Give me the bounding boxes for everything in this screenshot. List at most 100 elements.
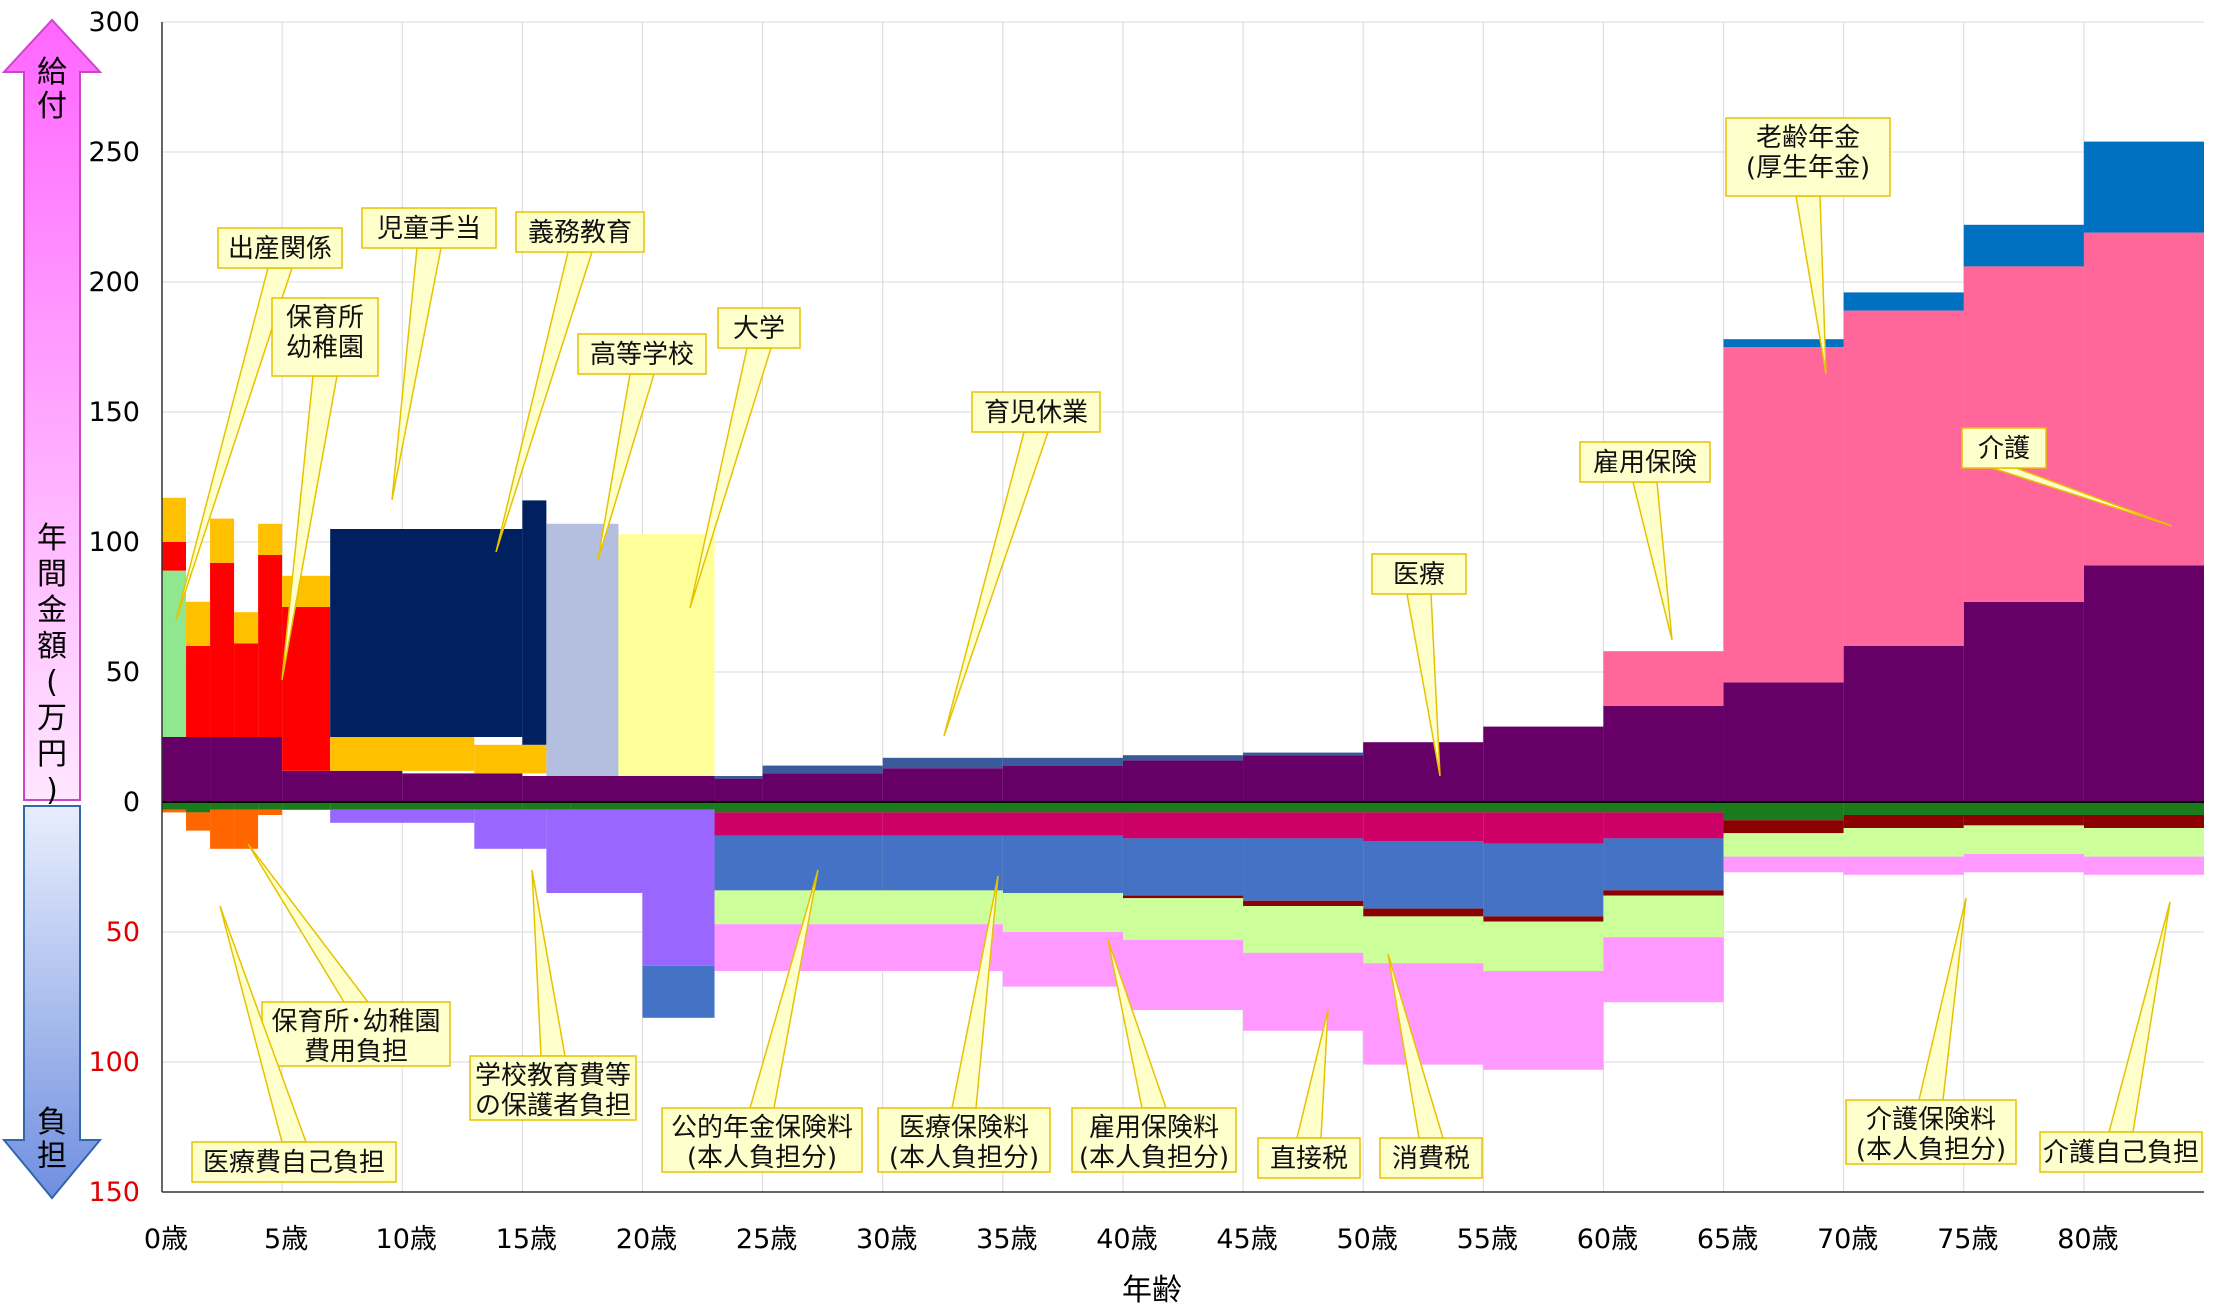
callout-box [1961, 427, 2047, 469]
callout-box [469, 1055, 637, 1121]
segment-emp_premium [1002, 893, 1123, 932]
segment-emp_premium [1243, 906, 1364, 953]
callout-pointer [247, 843, 370, 1003]
segment-emp_premium [1363, 916, 1484, 964]
x-tick-label: 25歳 [736, 1224, 797, 1255]
segment-emp_premium [1723, 833, 1844, 857]
ann-unemployment: 雇用保険 [1579, 441, 1711, 641]
segment-emp_premium [1122, 898, 1244, 940]
callout-box [271, 297, 379, 377]
segment-school_fee [330, 809, 475, 823]
segment-med_copay [258, 802, 283, 810]
callout-text: 義務教育 [528, 218, 632, 248]
segment-pension [1723, 347, 1844, 683]
segment-compulsory_edu [522, 500, 547, 745]
ann-pension-premium: 公的年金保険料(本人負担分) [661, 869, 863, 1173]
x-tick-label: 75歳 [1937, 1224, 1998, 1255]
segment-direct_tax [1122, 895, 1244, 899]
ann-nursing: 介護 [1961, 427, 2173, 527]
segment-nursery [186, 646, 211, 737]
segment-pension [2083, 232, 2204, 566]
callout-text: 公的年金保険料 [671, 1113, 853, 1143]
segment-direct_tax [1843, 815, 1964, 828]
x-tick-label: 70歳 [1817, 1224, 1878, 1255]
segment-medical [1963, 601, 2084, 802]
ann-university: 大学 [689, 307, 801, 609]
ylabel-char: 額 [37, 629, 67, 664]
segment-health_premium [1122, 838, 1244, 896]
callout-text: (本人負担分) [889, 1143, 1039, 1173]
callout-text: 消費税 [1392, 1144, 1470, 1174]
ann-highschool: 高等学校 [577, 333, 707, 561]
segment-emp_premium [714, 890, 883, 925]
segment-medical [1243, 755, 1364, 802]
callout-box [361, 207, 497, 249]
ann-childcare-leave: 育児休業 [943, 391, 1101, 737]
callout-text: 出産関係 [228, 234, 332, 264]
y-tick-label: 150 [88, 397, 140, 428]
segment-medical [1002, 765, 1123, 802]
segment-consumption_tax [2083, 856, 2204, 875]
callout-pointer [597, 373, 656, 561]
segment-health_premium [1483, 843, 1604, 917]
segment-nursing [1843, 292, 1964, 311]
callout-text: 雇用保険料 [1089, 1113, 1219, 1143]
segment-pension_premium [882, 812, 1123, 836]
segment-pension_premium [1603, 812, 1724, 839]
segment-direct_tax [1363, 908, 1484, 917]
segment-health_premium [1603, 838, 1724, 891]
segment-emp_premium [1603, 895, 1724, 938]
segment-school_fee [546, 809, 643, 893]
segment-consumption_tax [1603, 937, 1724, 1003]
y-tick-label: 50 [106, 657, 140, 688]
segment-med_copay [162, 802, 187, 810]
segment-childcare_leave [762, 765, 883, 774]
callout-pointer [1632, 481, 1673, 641]
ann-child-allowance: 児童手当 [361, 207, 497, 501]
y-tick-label: 100 [88, 527, 140, 558]
segment-child_allowance [162, 497, 187, 542]
segment-nursing [2083, 141, 2204, 233]
segment-child_allowance [258, 523, 283, 555]
segment-nursery_fee [234, 809, 259, 849]
segment-medical [882, 768, 1003, 802]
segment-consumption_tax [1723, 856, 1844, 873]
segment-nursery_fee [210, 809, 235, 849]
segment-med_copay [234, 802, 259, 810]
y-tick-label: 0 [123, 787, 140, 818]
segment-consumption_tax [1002, 932, 1123, 987]
ylabel-char: 間 [37, 557, 67, 592]
callout-box [1845, 1099, 2017, 1165]
segment-direct_tax [2083, 815, 2204, 828]
ylabel-char: 金 [37, 593, 67, 628]
x-tick-label: 35歳 [976, 1224, 1037, 1255]
segment-med_copay [330, 802, 523, 810]
segment-medical [1483, 726, 1604, 802]
burden-label-2: 担 [37, 1139, 67, 1174]
callout-box [261, 1001, 451, 1067]
segment-medical [210, 737, 283, 802]
ylabel-char: ( [46, 665, 58, 700]
callout-text: 直接税 [1270, 1144, 1348, 1174]
callout-text: 介護保険料 [1866, 1105, 1996, 1135]
callout-text: 介護 [1978, 434, 2030, 464]
segment-child_allowance [474, 744, 547, 774]
segment-school_fee [474, 809, 547, 849]
callout-text: 雇用保険 [1593, 448, 1697, 478]
ann-direct-tax: 直接税 [1257, 1009, 1361, 1179]
x-tick-label: 0歳 [144, 1224, 188, 1255]
ylabel-char: 万 [37, 701, 67, 736]
callout-text: (本人負担分) [1856, 1135, 2006, 1165]
segment-direct_tax [1603, 890, 1724, 896]
ylabel-char: ) [46, 773, 58, 808]
segment-medical [522, 776, 643, 802]
segment-medical [162, 737, 211, 802]
callout-text: 学校教育費等 [475, 1061, 631, 1091]
callout-box [191, 1141, 397, 1183]
callout-pointer [531, 869, 566, 1057]
callout-text: 高等学校 [590, 340, 694, 370]
segment-health_premium [1002, 835, 1123, 893]
callout-text: の保護者負担 [475, 1091, 631, 1121]
callout-pointer [943, 431, 1050, 737]
